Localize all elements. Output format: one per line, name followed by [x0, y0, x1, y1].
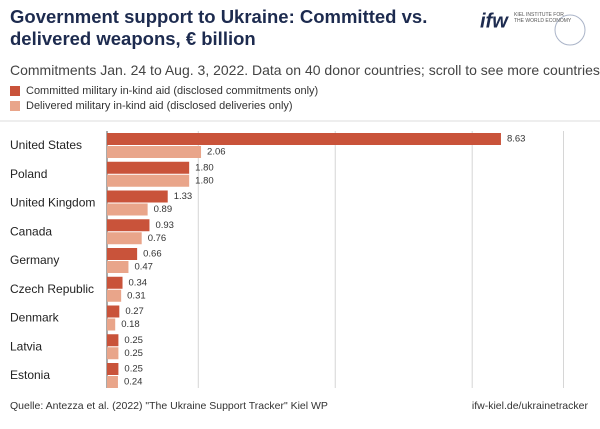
value-label: 0.25: [124, 335, 143, 346]
logo: ifw KIEL INSTITUTE FOR THE WORLD ECONOMY: [480, 10, 586, 46]
bar: [107, 318, 116, 331]
value-label: 0.18: [121, 319, 140, 330]
subtitle: Commitments Jan. 24 to Aug. 3, 2022. Dat…: [10, 62, 600, 78]
bar: [107, 161, 190, 174]
category-label: Canada: [10, 224, 52, 238]
source: Quelle: Antezza et al. (2022) "The Ukrai…: [10, 400, 328, 412]
value-label: 0.25: [124, 348, 143, 359]
value-label: 0.27: [125, 306, 144, 317]
bar: [107, 376, 118, 388]
value-label: 0.89: [154, 204, 173, 215]
bar: [107, 232, 142, 245]
value-label: 1.80: [195, 175, 214, 186]
bar: [107, 289, 122, 302]
bar: [107, 334, 119, 347]
category-label: Latvia: [10, 339, 42, 353]
bar: [107, 219, 150, 232]
bar: [107, 146, 202, 158]
bar: [107, 276, 123, 289]
legend-swatch: [10, 86, 20, 96]
link: ifw-kiel.de/ukrainetracker: [471, 400, 588, 412]
bar: [107, 174, 190, 187]
legend-label: Delivered military in-kind aid (disclose…: [26, 100, 293, 112]
bar: [107, 363, 119, 375]
legend-label: Committed military in-kind aid (disclose…: [26, 85, 318, 97]
category-label: United Kingdom: [10, 196, 95, 210]
category-label: Poland: [10, 167, 47, 181]
value-label: 0.93: [155, 220, 174, 231]
bar: [107, 248, 138, 260]
bar: [107, 261, 129, 273]
category-label: Czech Republic: [10, 282, 94, 296]
value-label: 0.34: [129, 277, 148, 288]
value-label: 1.80: [195, 162, 214, 173]
logo-globe: [554, 14, 586, 46]
value-label: 0.76: [148, 233, 167, 244]
category-label: United States: [10, 138, 82, 152]
category-label: Estonia: [10, 368, 50, 382]
value-label: 1.33: [174, 191, 193, 202]
bar: [107, 190, 168, 203]
value-label: 0.66: [143, 249, 162, 260]
value-label: 8.63: [507, 134, 525, 145]
value-label: 2.06: [207, 147, 226, 158]
value-label: 0.24: [124, 377, 142, 388]
value-label: 0.31: [127, 290, 145, 301]
title: Government support to Ukraine: Committed…: [10, 6, 428, 49]
logo-sub: KIEL INSTITUTE FOR THE WORLD ECONOMY: [514, 12, 572, 24]
bar: [107, 203, 148, 216]
value-label: 0.47: [134, 262, 153, 273]
logo-sub-box: KIEL INSTITUTE FOR THE WORLD ECONOMY: [514, 12, 572, 24]
bar: [107, 347, 119, 360]
bar: [107, 133, 501, 145]
logo-text: ifw: [480, 10, 509, 32]
category-label: Denmark: [10, 311, 60, 325]
bar: [107, 305, 120, 318]
category-label: Germany: [10, 253, 59, 267]
legend-swatch: [10, 101, 20, 111]
value-label: 0.25: [124, 364, 143, 375]
